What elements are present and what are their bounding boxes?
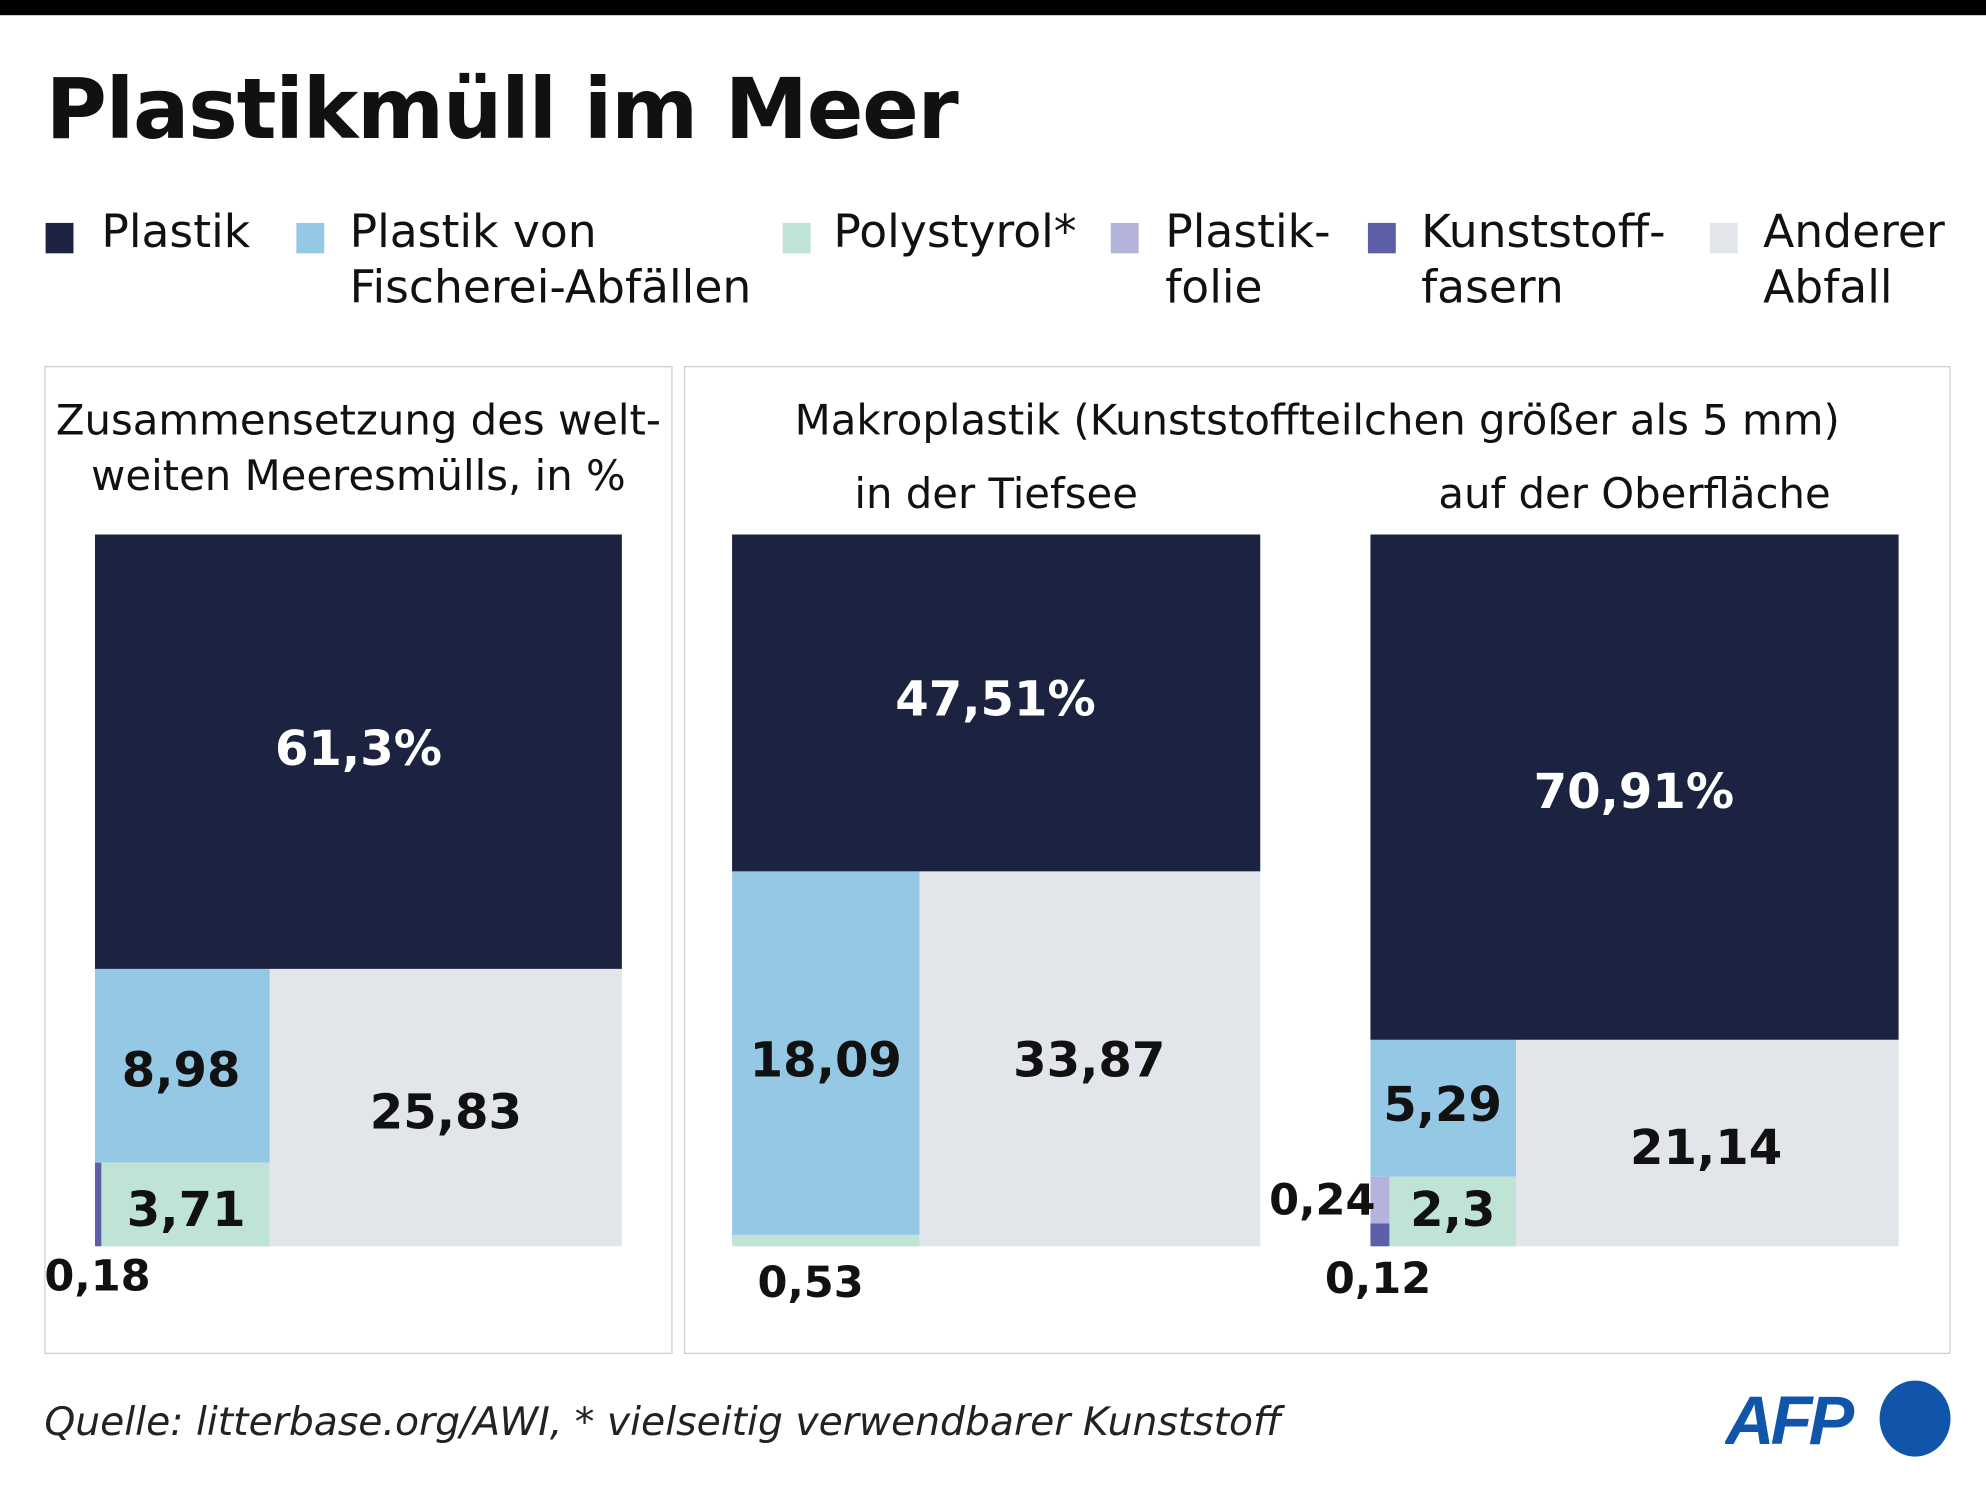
title-line: weiten Meeresmülls, in %: [91, 450, 626, 501]
legend-swatch-folie: [1110, 222, 1139, 254]
subtitle-deep: in der Tiefsee: [854, 468, 1138, 519]
legend-item-folie: Plastik-folie: [1165, 205, 1330, 316]
legend-item-plastik: Plastik: [101, 205, 250, 261]
legend-label: fasern: [1421, 262, 1564, 315]
label-fischerei-deep: 18,09: [749, 1032, 902, 1088]
legend-label: Abfall: [1763, 262, 1893, 315]
rect-fischerei-deep: [732, 871, 920, 1235]
rect-anderer-deep: [919, 871, 1261, 1247]
legend-swatch-fasern: [1367, 222, 1396, 254]
label-anderer-deep: 33,87: [1013, 1032, 1166, 1088]
legend-swatch-fischerei: [296, 222, 325, 254]
source-note: Quelle: litterbase.org/AWI, * vielseitig…: [44, 1399, 1282, 1446]
label-plastik-deep: 47,51%: [895, 671, 1096, 728]
subtitle-surface: auf der Oberfläche: [1438, 468, 1831, 519]
label-anderer-surface: 21,14: [1629, 1119, 1783, 1176]
rect-fischerei-surface: [1370, 1039, 1517, 1177]
rect-plastik-surface: [1370, 534, 1899, 1040]
legend-label: Plastik von: [349, 206, 597, 259]
legend-item-polystyrol: Polystyrol*: [833, 205, 1076, 261]
label-polystyrol-deep: 0,53: [757, 1257, 864, 1309]
rect-plastik-deep: [732, 534, 1261, 872]
legend-swatch-anderer: [1709, 222, 1738, 254]
top-bar: [0, 0, 1986, 16]
legend-label: Fischerei-Abfällen: [349, 262, 752, 315]
rect-anderer-surface: [1516, 1039, 1899, 1247]
title-line: Zusammensetzung des welt-: [55, 395, 661, 445]
label-fischerei-global: 8,98: [121, 1042, 241, 1099]
legend-label: Polystyrol*: [833, 206, 1077, 259]
rect-polystyrol-global: [101, 1162, 270, 1247]
label-anderer-global: 25,83: [369, 1084, 522, 1140]
svg-text:AFP: AFP: [1725, 1383, 1855, 1459]
rect-fasern-surface: [1370, 1223, 1390, 1247]
legend-label: Anderer: [1763, 206, 1945, 259]
label-fasern-global: 0,18: [44, 1251, 151, 1303]
panel-makroplastik: [683, 366, 1951, 1354]
label-plastik-global: 61,3%: [274, 720, 442, 777]
panel-global: [44, 366, 673, 1354]
legend-label: Plastik-: [1165, 206, 1331, 259]
rect-anderer-global: [269, 968, 622, 1247]
label-polystyrol-surface: 2,3: [1410, 1181, 1496, 1238]
legend-label: folie: [1165, 262, 1263, 315]
afp-logo: AFP: [1725, 1380, 1951, 1459]
legend-item-fasern: Kunststoff-fasern: [1421, 205, 1665, 316]
rect-folie-surface: [1370, 1176, 1390, 1224]
legend-label: Plastik: [101, 206, 251, 259]
panel-makro-title: Makroplastik (Kunststoffteilchen größer …: [794, 395, 1840, 445]
panel-global-title: Zusammensetzung des welt-weiten Meeresmü…: [44, 393, 672, 504]
label-fischerei-surface: 5,29: [1383, 1076, 1503, 1133]
label-folie-surface: 0,24: [1269, 1175, 1376, 1227]
legend-swatch-plastik: [45, 222, 74, 254]
rect-polystyrol-deep: [732, 1234, 920, 1247]
legend-swatch-polystyrol: [782, 222, 811, 254]
page-title: Plastikmüll im Meer: [45, 60, 959, 159]
rect-plastik-global: [94, 534, 622, 969]
label-fasern-surface: 0,12: [1324, 1253, 1432, 1305]
rect-fischerei-global: [94, 968, 270, 1163]
label-polystyrol-global: 3,71: [126, 1181, 246, 1238]
rect-polystyrol-surface: [1389, 1176, 1517, 1247]
rect-fasern-global: [94, 1162, 102, 1247]
legend-item-anderer: Anderer Abfall: [1763, 205, 1945, 316]
label-plastik-surface: 70,91%: [1533, 763, 1735, 820]
legend-label: Kunststoff-: [1421, 206, 1666, 259]
legend-item-fischerei: Plastik von Fischerei-Abfällen: [350, 205, 752, 316]
